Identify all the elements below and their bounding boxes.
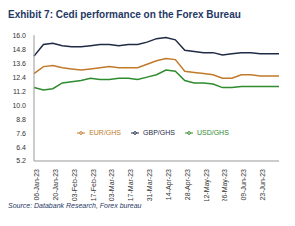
svg-text:16.0: 16.0: [12, 32, 26, 39]
svg-text:14.8: 14.8: [12, 46, 26, 53]
svg-text:03-Mar-23: 03-Mar-23: [108, 169, 115, 201]
html-text:USD/GHS: USD/GHS: [197, 129, 229, 136]
svg-text:17-Feb-23: 17-Feb-23: [90, 169, 97, 201]
svg-text:13.6: 13.6: [12, 60, 26, 67]
svg-text:09-Jun-23: 09-Jun-23: [240, 169, 247, 201]
svg-text:23-Jun-23: 23-Jun-23: [259, 169, 266, 201]
svg-text:8.8: 8.8: [16, 116, 26, 123]
svg-text:20-Jan-23: 20-Jan-23: [52, 169, 59, 201]
svg-text:6.4: 6.4: [16, 144, 26, 151]
svg-text:28-Apr-23: 28-Apr-23: [184, 169, 192, 200]
svg-text:11.2: 11.2: [13, 88, 26, 95]
svg-text:17-Mar-23: 17-Mar-23: [127, 169, 134, 201]
svg-text:10.0: 10.0: [12, 102, 26, 109]
svg-text:14-Apr-23: 14-Apr-23: [165, 169, 173, 200]
svg-text:26-May-23: 26-May-23: [221, 169, 229, 201]
html-text:Source: Databank Research, For: Source: Databank Research, Forex bureau: [8, 202, 142, 209]
svg-text:12-May-23: 12-May-23: [203, 169, 211, 201]
svg-text:5.2: 5.2: [16, 157, 26, 164]
html-text:EUR/GHS: EUR/GHS: [89, 129, 121, 136]
html-text:GBP/GHS: GBP/GHS: [143, 129, 175, 136]
html-text:Exhibit 7: Cedi performance on: Exhibit 7: Cedi performance on the Forex…: [8, 9, 241, 20]
svg-text:31-Mar-23: 31-Mar-23: [146, 169, 153, 201]
svg-text:03-Feb-23: 03-Feb-23: [71, 169, 78, 201]
svg-text:7.6: 7.6: [16, 130, 26, 137]
svg-text:12.4: 12.4: [12, 74, 26, 81]
svg-text:06-Jan-23: 06-Jan-23: [33, 169, 40, 201]
